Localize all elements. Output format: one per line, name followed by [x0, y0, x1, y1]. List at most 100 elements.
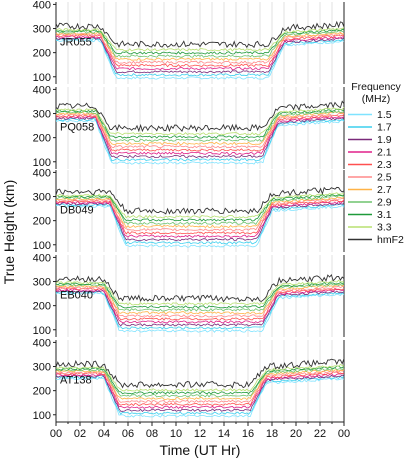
- y-tick-label: 200: [33, 301, 51, 313]
- series-line-1-7: [55, 117, 345, 162]
- series-line-2-3: [55, 287, 345, 321]
- y-tick-label: 400: [33, 337, 51, 349]
- y-tick-label: 300: [33, 24, 51, 36]
- legend-entry: 1.5: [377, 109, 392, 121]
- y-tick-label: 200: [33, 133, 51, 145]
- panel-db049: 100 200 300 400 DB049: [33, 167, 345, 252]
- legend-entry: 2.5: [377, 172, 392, 184]
- series-line-2-3: [55, 113, 345, 152]
- x-tick-label: 16: [242, 428, 254, 440]
- series-line-2-3: [55, 34, 345, 68]
- series-line-2-7: [55, 111, 345, 146]
- series-line-3-1: [55, 281, 345, 309]
- x-tick-label: 00: [50, 428, 62, 440]
- series-line-hmf2: [55, 358, 345, 389]
- legend: Frequency(MHz)1.51.71.92.12.32.52.72.93.…: [348, 81, 404, 246]
- x-tick-label: 20: [290, 428, 302, 440]
- series-line-hmf2: [55, 273, 345, 303]
- series-line-1-5: [55, 39, 345, 80]
- legend-entry: hmF2: [377, 234, 404, 246]
- panel-jr055: 100 200 300 400 JR055: [33, 0, 345, 84]
- series-line-1-9: [55, 202, 345, 242]
- station-label: DB049: [60, 204, 94, 216]
- x-tick-label: 04: [98, 428, 110, 440]
- y-tick-label: 200: [33, 48, 51, 60]
- x-axis: 00 02 04 06 08 10 12 14 16 18 20 22 00: [50, 421, 350, 440]
- panels: 100 200 300 400 JR055 100 200 300 400 PQ058 100 200…: [33, 0, 345, 422]
- x-tick-label: 08: [146, 428, 158, 440]
- x-tick-label: 22: [314, 428, 326, 440]
- x-tick-label: 12: [194, 428, 206, 440]
- y-tick-label: 300: [33, 277, 51, 289]
- series-line-3-1: [55, 365, 345, 395]
- series-line-3-3: [55, 279, 345, 306]
- y-tick-label: 400: [33, 252, 51, 264]
- panel-pq058: 100 200 300 400 PQ058: [33, 84, 345, 169]
- legend-entry: 2.7: [377, 184, 392, 196]
- series-line-hmf2: [55, 20, 345, 49]
- series-line-1-9: [55, 36, 345, 74]
- series-line-2-3: [55, 371, 345, 407]
- x-tick-label: 02: [74, 428, 86, 440]
- series-line-3-3: [55, 107, 345, 136]
- series-line-1-9: [55, 374, 345, 412]
- y-tick-label: 200: [33, 386, 51, 398]
- series-line-3-3: [55, 364, 345, 392]
- series-line-2-7: [55, 284, 345, 315]
- y-tick-label: 300: [33, 109, 51, 121]
- panel-at138: 100 200 300 400 AT138: [33, 337, 345, 422]
- y-tick-label: 300: [33, 192, 51, 204]
- y-tick-label: 400: [33, 84, 51, 96]
- legend-entry: 3.3: [377, 222, 392, 234]
- series-line-hmf2: [55, 186, 345, 215]
- series-line-1-5: [55, 204, 345, 248]
- series-line-2-9: [55, 29, 345, 58]
- x-tick-label: 14: [218, 428, 230, 440]
- series-line-2-9: [55, 110, 345, 142]
- series-line-2-9: [55, 367, 345, 398]
- series-line-2-5: [55, 197, 345, 232]
- panel-eb040: 100 200 300 400 EB040: [33, 252, 345, 337]
- legend-entry: 1.9: [377, 134, 392, 146]
- series-line-hmf2: [55, 100, 345, 133]
- y-axis-label: True Height (km): [1, 180, 17, 285]
- series-line-1-7: [55, 290, 344, 330]
- station-label: EB040: [60, 289, 93, 301]
- y-tick-label: 400: [33, 167, 51, 179]
- series-line-2-1: [55, 372, 345, 409]
- legend-entry: 2.3: [377, 159, 392, 171]
- y-tick-label: 100: [33, 325, 51, 337]
- legend-entry: 2.9: [377, 197, 392, 209]
- y-tick-label: 200: [33, 216, 51, 228]
- x-tick-label: 10: [170, 428, 182, 440]
- station-label: PQ058: [60, 121, 94, 133]
- legend-entry: 3.1: [377, 209, 392, 221]
- series-line-3-3: [55, 192, 345, 219]
- series-line-2-7: [55, 368, 345, 401]
- series-line-2-1: [55, 200, 345, 238]
- series-line-3-1: [55, 108, 345, 139]
- legend-entry: 2.1: [377, 147, 392, 159]
- station-label: JR055: [60, 36, 92, 48]
- series-line-3-1: [55, 28, 345, 55]
- x-tick-label: 18: [266, 428, 278, 440]
- series-line-2-5: [56, 32, 345, 64]
- y-tick-label: 100: [33, 410, 51, 422]
- y-tick-label: 100: [33, 72, 51, 84]
- series-line-1-5: [55, 377, 345, 418]
- series-line-1-9: [55, 116, 345, 159]
- y-tick-label: 100: [33, 157, 51, 169]
- series-line-2-9: [55, 283, 345, 312]
- y-tick-label: 300: [33, 362, 51, 374]
- series-line-2-1: [56, 115, 345, 155]
- series-line-2-1: [55, 288, 345, 324]
- legend-entry: 1.7: [377, 122, 392, 134]
- y-tick-label: 400: [33, 0, 51, 11]
- station-label: AT138: [60, 374, 92, 386]
- series-line-3-3: [55, 27, 345, 52]
- legend-title: Frequency: [351, 81, 401, 93]
- x-axis-label: Time (UT Hr): [160, 442, 241, 458]
- series-line-1-5: [55, 118, 345, 165]
- series-line-2-7: [55, 196, 345, 229]
